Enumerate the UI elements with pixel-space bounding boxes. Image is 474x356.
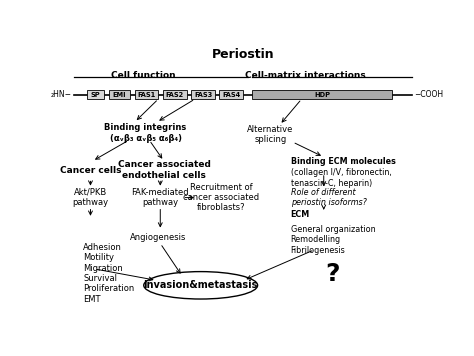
Text: General organization
Remodelling
Fibrilogenesis: General organization Remodelling Fibrilo… (291, 225, 375, 255)
Bar (252, 90, 392, 99)
Text: Binding ECM molecules: Binding ECM molecules (291, 157, 396, 167)
Text: Cell-matrix interactions: Cell-matrix interactions (245, 71, 366, 80)
Bar (219, 90, 243, 99)
Text: FAS1: FAS1 (137, 92, 155, 98)
Text: Cell function: Cell function (111, 71, 176, 80)
Text: −COOH: −COOH (414, 90, 443, 99)
Text: FAS2: FAS2 (165, 92, 184, 98)
Bar (87, 90, 104, 99)
Text: Binding integrins
(αᵥβ₃ αᵥβ₅ α₆β₄): Binding integrins (αᵥβ₃ αᵥβ₅ α₆β₄) (104, 124, 187, 143)
Text: Cancer cells: Cancer cells (60, 166, 121, 175)
Text: Role of different
periostin isoforms?: Role of different periostin isoforms? (291, 188, 366, 207)
Bar (163, 90, 187, 99)
Text: (collagen I/V, fibronectin,
tenascin-C, heparin): (collagen I/V, fibronectin, tenascin-C, … (291, 168, 392, 188)
Text: ₂HN−: ₂HN− (51, 90, 72, 99)
Text: ?: ? (326, 262, 340, 286)
Text: Alternative
splicing: Alternative splicing (247, 125, 294, 144)
Text: Akt/PKB
pathway: Akt/PKB pathway (73, 188, 109, 207)
Text: Recruitment of
cancer associated
fibroblasts?: Recruitment of cancer associated fibrobl… (183, 183, 259, 213)
Text: FAK-mediated
pathway: FAK-mediated pathway (131, 188, 189, 207)
Text: FAS4: FAS4 (222, 92, 240, 98)
Text: HDP: HDP (314, 92, 330, 98)
Text: Invasion&metastasis: Invasion&metastasis (144, 280, 258, 290)
Text: SP: SP (91, 92, 100, 98)
Text: FAS3: FAS3 (194, 92, 212, 98)
Text: ECM: ECM (291, 210, 310, 219)
Bar (191, 90, 215, 99)
Text: Periostin: Periostin (211, 48, 274, 61)
Text: Adhesion
Motility
Migration
Survival
Proliferation
EMT: Adhesion Motility Migration Survival Pro… (83, 243, 134, 304)
Bar (109, 90, 130, 99)
Bar (135, 90, 158, 99)
Text: Cancer associated
endothelial cells: Cancer associated endothelial cells (118, 161, 210, 180)
Text: Angiogenesis: Angiogenesis (130, 233, 187, 242)
Text: EMI: EMI (113, 92, 126, 98)
